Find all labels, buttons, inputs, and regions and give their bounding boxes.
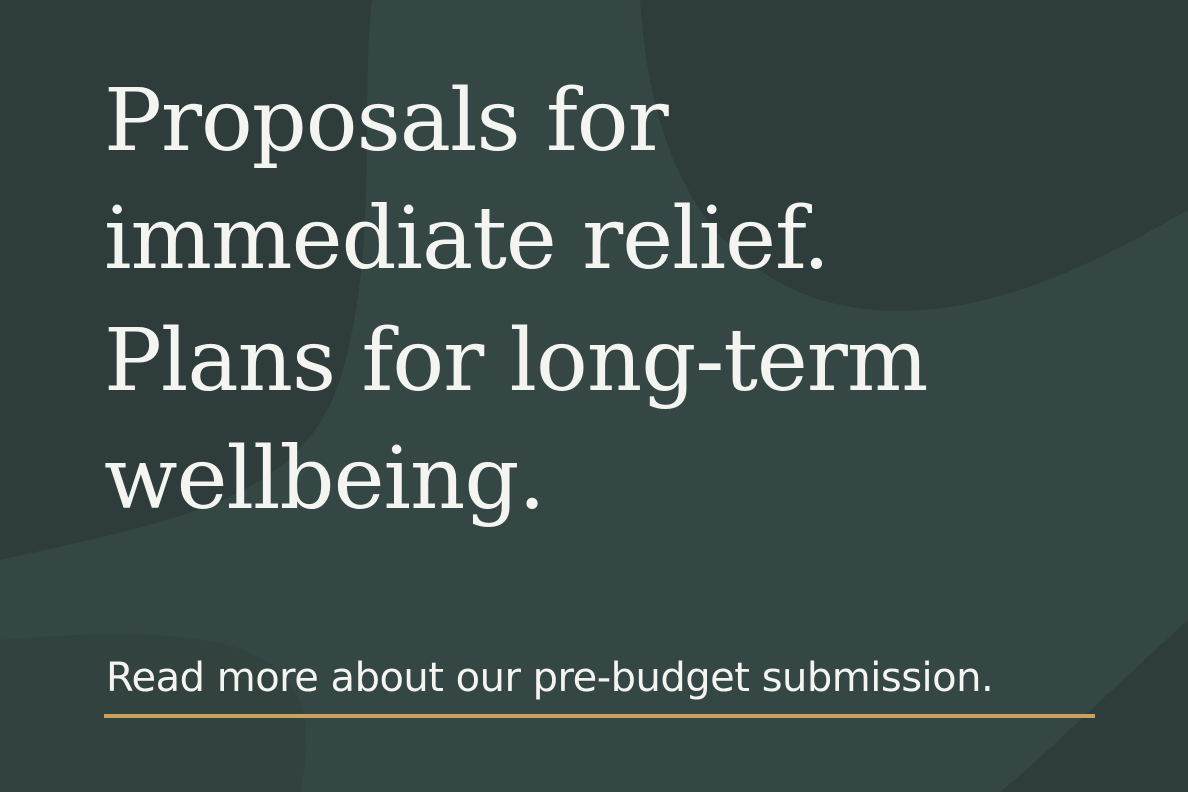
read-more-link[interactable]: Read more about our pre-budget submissio… bbox=[104, 646, 1095, 718]
headline: Proposals for immediate relief. Plans fo… bbox=[104, 62, 1104, 538]
headline-line-2: immediate relief. bbox=[104, 189, 830, 289]
link-underline bbox=[104, 714, 1095, 718]
headline-line-3: Plans for long-term bbox=[104, 311, 928, 411]
read-more-link-text: Read more about our pre-budget submissio… bbox=[106, 655, 994, 701]
headline-line-4: wellbeing. bbox=[104, 429, 546, 529]
background-corner-shape bbox=[0, 634, 306, 792]
headline-line-1: Proposals for bbox=[104, 71, 669, 171]
